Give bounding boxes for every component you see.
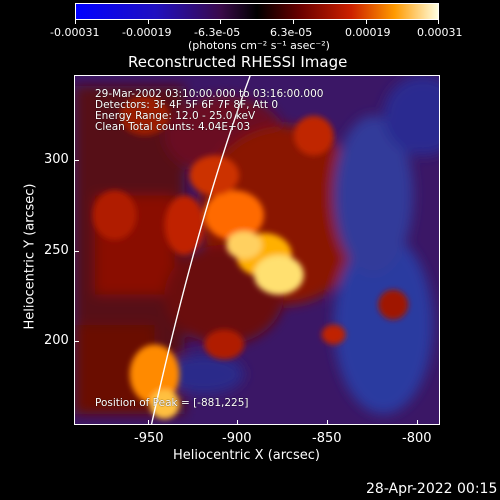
y-tick-label: 250 <box>44 243 69 258</box>
colorbar <box>75 3 439 20</box>
x-tick-label: -950 <box>134 431 164 446</box>
rhessi-image-frame: 29-Mar-2002 03:10:00.000 to 03:16:00.000… <box>74 75 440 425</box>
x-tick-label: -900 <box>222 431 252 446</box>
x-tick-label: -800 <box>402 431 432 446</box>
x-tick-label: -850 <box>312 431 342 446</box>
y-tick <box>74 341 79 342</box>
y-tick <box>74 160 79 161</box>
colorbar-tick-label: -0.00031 <box>50 26 100 39</box>
x-tick <box>237 420 238 425</box>
y-tick-label: 200 <box>44 333 69 348</box>
colorbar-units-label: (photons cm⁻² s⁻¹ asec⁻²) <box>188 39 330 52</box>
annotation-time: 29-Mar-2002 03:10:00.000 to 03:16:00.000 <box>95 88 324 100</box>
x-axis-label: Heliocentric X (arcsec) <box>173 448 320 463</box>
footer-timestamp: 28-Apr-2022 00:15 <box>366 481 498 497</box>
colorbar-tick-label: 0.00031 <box>417 26 463 39</box>
y-tick-label: 300 <box>44 152 69 167</box>
x-tick <box>148 420 149 425</box>
annotation-energy: Energy Range: 12.0 - 25.0 keV <box>95 110 256 122</box>
colorbar-gradient <box>76 4 438 19</box>
x-tick <box>327 420 328 425</box>
annotation-peak: Position of Peak = [-881,225] <box>95 397 249 409</box>
colorbar-tick-label: -0.00019 <box>122 26 172 39</box>
annotation-detectors: Detectors: 3F 4F 5F 6F 7F 8F, Att 0 <box>95 99 279 111</box>
y-tick <box>74 251 79 252</box>
y-axis-label: Heliocentric Y (arcsec) <box>22 183 38 330</box>
rhessi-image <box>75 76 439 424</box>
annotation-clean: Clean Total counts: 4.04E+03 <box>95 121 251 133</box>
plot-title: Reconstructed RHESSI Image <box>128 53 348 71</box>
colorbar-tick-label: -6.3e-05 <box>194 26 241 39</box>
colorbar-tick-label: 0.00019 <box>345 26 391 39</box>
colorbar-tick-label: 6.3e-05 <box>270 26 313 39</box>
x-tick <box>417 420 418 425</box>
